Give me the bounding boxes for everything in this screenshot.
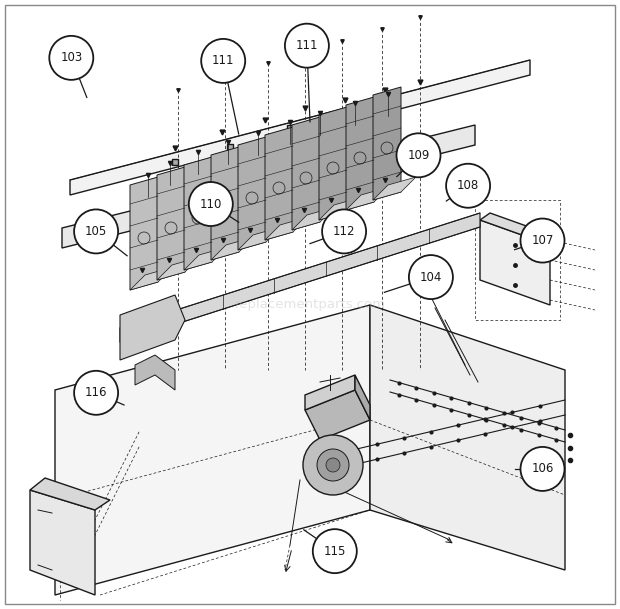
Circle shape bbox=[322, 209, 366, 253]
Circle shape bbox=[409, 255, 453, 299]
Circle shape bbox=[202, 39, 245, 83]
Polygon shape bbox=[370, 305, 565, 570]
Polygon shape bbox=[305, 390, 370, 440]
Polygon shape bbox=[211, 237, 254, 260]
Polygon shape bbox=[238, 137, 266, 250]
Text: 104: 104 bbox=[420, 270, 442, 284]
Polygon shape bbox=[319, 107, 347, 220]
Polygon shape bbox=[55, 305, 370, 595]
Text: 110: 110 bbox=[200, 197, 222, 211]
Polygon shape bbox=[157, 167, 185, 280]
Polygon shape bbox=[130, 267, 173, 290]
Polygon shape bbox=[355, 375, 370, 420]
Polygon shape bbox=[30, 490, 95, 595]
Polygon shape bbox=[184, 247, 227, 270]
Polygon shape bbox=[30, 478, 110, 510]
Text: 108: 108 bbox=[457, 179, 479, 192]
Circle shape bbox=[317, 449, 349, 481]
Polygon shape bbox=[319, 197, 362, 220]
Text: 116: 116 bbox=[85, 386, 107, 400]
Circle shape bbox=[285, 24, 329, 68]
Text: 109: 109 bbox=[407, 149, 430, 162]
Polygon shape bbox=[157, 257, 200, 280]
Polygon shape bbox=[62, 125, 475, 248]
Circle shape bbox=[189, 182, 232, 226]
Polygon shape bbox=[480, 220, 550, 305]
Polygon shape bbox=[120, 295, 185, 360]
Text: replacementparts.com: replacementparts.com bbox=[234, 298, 386, 311]
Circle shape bbox=[303, 435, 363, 495]
Text: 105: 105 bbox=[85, 225, 107, 238]
Circle shape bbox=[74, 209, 118, 253]
Text: 103: 103 bbox=[60, 51, 82, 65]
Polygon shape bbox=[265, 127, 293, 240]
Polygon shape bbox=[211, 147, 239, 260]
Polygon shape bbox=[184, 157, 212, 270]
Polygon shape bbox=[305, 375, 355, 410]
Polygon shape bbox=[346, 187, 389, 210]
Circle shape bbox=[74, 371, 118, 415]
Polygon shape bbox=[346, 97, 374, 210]
Polygon shape bbox=[120, 213, 480, 342]
Polygon shape bbox=[373, 87, 401, 200]
Text: 107: 107 bbox=[531, 234, 554, 247]
Circle shape bbox=[446, 164, 490, 208]
Polygon shape bbox=[292, 207, 335, 230]
Circle shape bbox=[397, 133, 440, 177]
Circle shape bbox=[326, 458, 340, 472]
Polygon shape bbox=[265, 217, 308, 240]
Text: 115: 115 bbox=[324, 544, 346, 558]
Polygon shape bbox=[70, 60, 530, 195]
Polygon shape bbox=[238, 227, 281, 250]
Text: 111: 111 bbox=[296, 39, 318, 52]
Polygon shape bbox=[135, 355, 175, 390]
Circle shape bbox=[521, 219, 564, 262]
Polygon shape bbox=[292, 117, 320, 230]
Polygon shape bbox=[130, 177, 158, 290]
Polygon shape bbox=[480, 213, 560, 245]
Circle shape bbox=[50, 36, 93, 80]
Text: 111: 111 bbox=[212, 54, 234, 68]
Text: 106: 106 bbox=[531, 462, 554, 476]
Polygon shape bbox=[373, 177, 416, 200]
Circle shape bbox=[521, 447, 564, 491]
Circle shape bbox=[313, 529, 356, 573]
Text: 112: 112 bbox=[333, 225, 355, 238]
